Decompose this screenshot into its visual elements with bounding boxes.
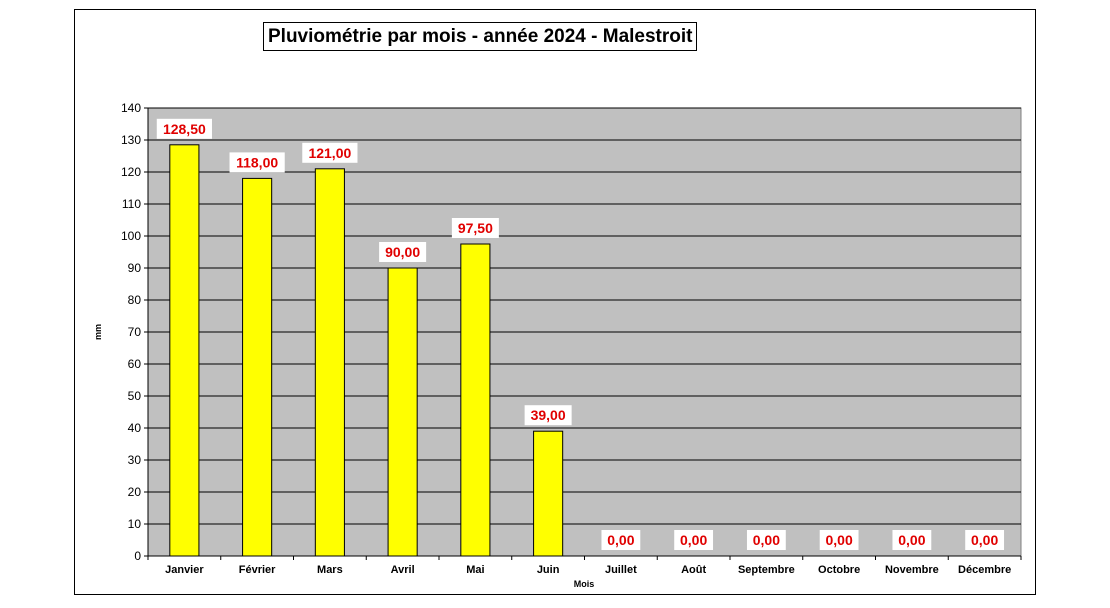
data-label: 0,00 bbox=[898, 532, 925, 548]
y-tick-label: 30 bbox=[128, 453, 142, 467]
bar-0 bbox=[169, 144, 200, 557]
y-tick-label: 80 bbox=[128, 293, 142, 307]
data-label-bg bbox=[892, 530, 932, 550]
x-tick-label: Septembre bbox=[738, 564, 795, 576]
y-tick-label: 40 bbox=[128, 421, 142, 435]
data-label: 128,50 bbox=[163, 121, 206, 137]
data-label: 0,00 bbox=[971, 532, 998, 548]
x-tick-label: Décembre bbox=[958, 564, 1011, 576]
x-tick-label: Mars bbox=[317, 564, 343, 576]
bar-5 bbox=[533, 430, 564, 557]
bar-4 bbox=[460, 243, 491, 557]
x-tick-label: Mai bbox=[466, 564, 484, 576]
data-label-bg bbox=[819, 530, 859, 550]
y-tick-label: 110 bbox=[122, 197, 141, 211]
data-label: 97,50 bbox=[458, 220, 493, 236]
x-axis-ticks: Janvier Février Mars Avril Mai Juin Juillet Aoû… bbox=[147, 556, 1022, 576]
y-tick-label: 100 bbox=[121, 229, 141, 243]
data-label: 0,00 bbox=[607, 532, 634, 548]
y-tick-label: 20 bbox=[128, 485, 142, 499]
gridlines bbox=[148, 107, 1021, 525]
data-label-bg bbox=[601, 530, 641, 550]
data-label-bg bbox=[229, 152, 285, 173]
x-tick-label: Janvier bbox=[165, 564, 204, 576]
y-tick-label: 50 bbox=[128, 389, 142, 403]
x-tick-label: Juillet bbox=[605, 564, 637, 576]
y-axis-label: mm bbox=[93, 324, 103, 340]
x-tick-label: Février bbox=[239, 564, 276, 576]
data-label-bg bbox=[965, 530, 1005, 550]
y-tick-label: 120 bbox=[121, 165, 141, 179]
y-tick-label: 0 bbox=[134, 549, 141, 563]
data-label-bg bbox=[524, 405, 572, 426]
chart-title: Pluviométrie par mois - année 2024 - Mal… bbox=[263, 22, 698, 51]
y-axis-ticks: 0 10 20 30 40 50 60 70 80 90 100 110 120 130 140 bbox=[121, 101, 148, 563]
data-label: 118,00 bbox=[236, 154, 278, 170]
x-tick-label: Novembre bbox=[885, 564, 939, 576]
y-tick-label: 130 bbox=[121, 133, 141, 147]
x-tick-label: Juin bbox=[537, 564, 560, 576]
data-label-bg bbox=[156, 118, 212, 139]
bars bbox=[169, 144, 564, 557]
data-label-bg bbox=[379, 242, 427, 262]
data-label: 39,00 bbox=[531, 407, 566, 423]
data-label: 0,00 bbox=[680, 532, 707, 548]
bar-3 bbox=[387, 267, 418, 557]
x-tick-label: Octobre bbox=[818, 564, 860, 576]
y-tick-label: 90 bbox=[128, 261, 142, 275]
y-tick-label: 60 bbox=[128, 357, 142, 371]
data-label-bg bbox=[746, 530, 786, 550]
x-axis-label: Mois bbox=[574, 579, 595, 589]
y-tick-label: 70 bbox=[128, 325, 142, 339]
data-label: 121,00 bbox=[308, 145, 351, 161]
y-tick-label: 140 bbox=[121, 101, 141, 115]
data-label: 0,00 bbox=[826, 532, 853, 548]
x-tick-label: Avril bbox=[391, 564, 415, 576]
data-label-bg bbox=[451, 218, 499, 238]
data-label: 90,00 bbox=[385, 244, 420, 260]
data-label: 0,00 bbox=[753, 532, 780, 548]
data-label-bg bbox=[674, 530, 714, 550]
bar-2 bbox=[314, 168, 345, 557]
data-label-bg bbox=[302, 142, 358, 163]
x-tick-label: Août bbox=[681, 564, 706, 576]
bar-1 bbox=[242, 177, 273, 557]
y-tick-label: 10 bbox=[128, 517, 142, 531]
data-labels: 128,50 118,00 121,00 90,00 97,50 39,00 0,00 0,0… bbox=[156, 118, 1005, 550]
